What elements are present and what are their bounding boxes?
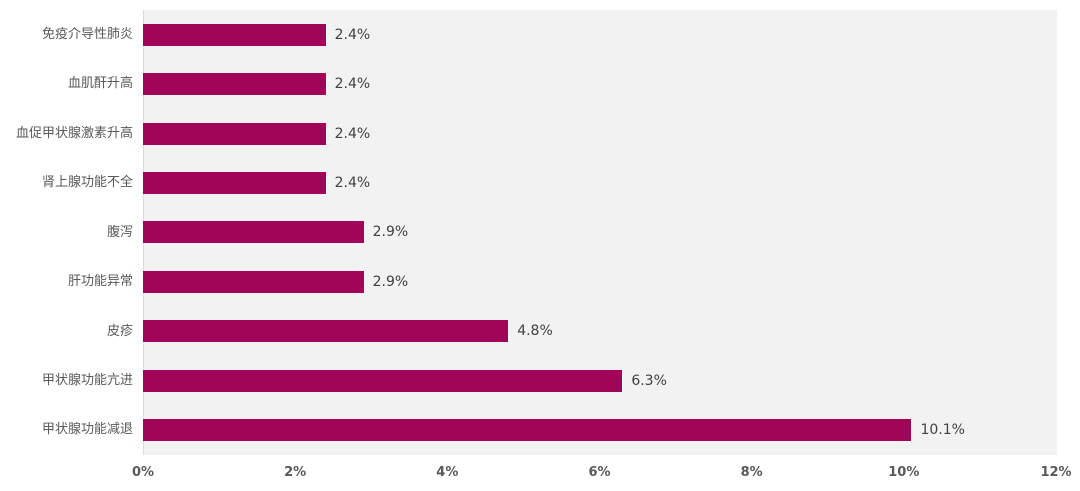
bar: [143, 23, 326, 46]
x-tick-label: 6%: [588, 465, 611, 480]
bar-track: 2.9%: [143, 257, 1056, 306]
x-tick-label: 12%: [1040, 465, 1072, 480]
bar: [143, 73, 326, 96]
bar-value-label: 4.8%: [517, 323, 553, 340]
bar: [143, 369, 623, 392]
category-label: 血肌酐升高: [67, 76, 133, 92]
chart-row: 肾上腺功能不全 2.4%: [0, 158, 1056, 207]
bar: [143, 221, 364, 244]
category-label: 肾上腺功能不全: [41, 175, 133, 191]
bar-track: 2.4%: [143, 59, 1056, 108]
bar-value-label: 2.4%: [334, 26, 371, 43]
category-label: 甲状腺功能亢进: [41, 372, 133, 388]
bar-rows: 免疫介导性肺炎 2.4% 血肌酐升高 2.4% 血促甲状腺激素升高 2.4% 肾上腺功能不全…: [0, 10, 1056, 455]
bar: [143, 320, 509, 343]
x-tick-label: 4%: [436, 465, 459, 480]
x-tick-label: 0%: [131, 465, 155, 480]
category-label: 血促甲状腺激素升高: [15, 125, 133, 141]
bar: [143, 172, 326, 195]
bar-value-label: 2.4%: [334, 76, 371, 93]
chart-row: 免疫介导性肺炎 2.4%: [0, 10, 1056, 59]
bar: [143, 122, 326, 145]
category-label: 腹泻: [106, 224, 133, 240]
bar-value-label: 2.9%: [372, 224, 409, 241]
bar-value-label: 10.1%: [920, 422, 965, 439]
chart-row: 甲状腺功能减退 10.1%: [0, 406, 1056, 455]
bar-track: 2.4%: [143, 158, 1056, 207]
bar: [143, 270, 364, 293]
bar-track: 4.8%: [143, 307, 1056, 356]
category-label: 肝功能异常: [67, 274, 133, 290]
x-tick-label: 10%: [888, 465, 920, 480]
category-label: 皮疹: [106, 323, 133, 339]
category-label: 免疫介导性肺炎: [41, 26, 133, 42]
chart-row: 甲状腺功能亢进 6.3%: [0, 356, 1056, 405]
x-tick-label: 8%: [740, 465, 763, 480]
category-label: 甲状腺功能减退: [41, 422, 133, 438]
bar-track: 2.9%: [143, 208, 1056, 257]
bar-value-label: 2.9%: [372, 273, 409, 290]
chart-row: 血促甲状腺激素升高 2.4%: [0, 109, 1056, 158]
bar-value-label: 6.3%: [631, 372, 667, 389]
bar-track: 2.4%: [143, 109, 1056, 158]
bar-value-label: 2.4%: [334, 175, 371, 192]
bar-track: 6.3%: [143, 356, 1056, 405]
x-tick-label: 2%: [284, 465, 307, 480]
chart-row: 腹泻 2.9%: [0, 208, 1056, 257]
x-axis: 0% 2% 4% 6% 8% 10% 12%: [132, 455, 1072, 485]
chart-row: 血肌酐升高 2.4%: [0, 59, 1056, 108]
bar-track: 2.4%: [143, 10, 1056, 59]
chart-row: 皮疹 4.8%: [0, 307, 1056, 356]
bar: [143, 419, 912, 442]
bar-value-label: 2.4%: [334, 125, 371, 142]
chart-row: 肝功能异常 2.9%: [0, 257, 1056, 306]
bar-track: 10.1%: [143, 406, 1056, 455]
